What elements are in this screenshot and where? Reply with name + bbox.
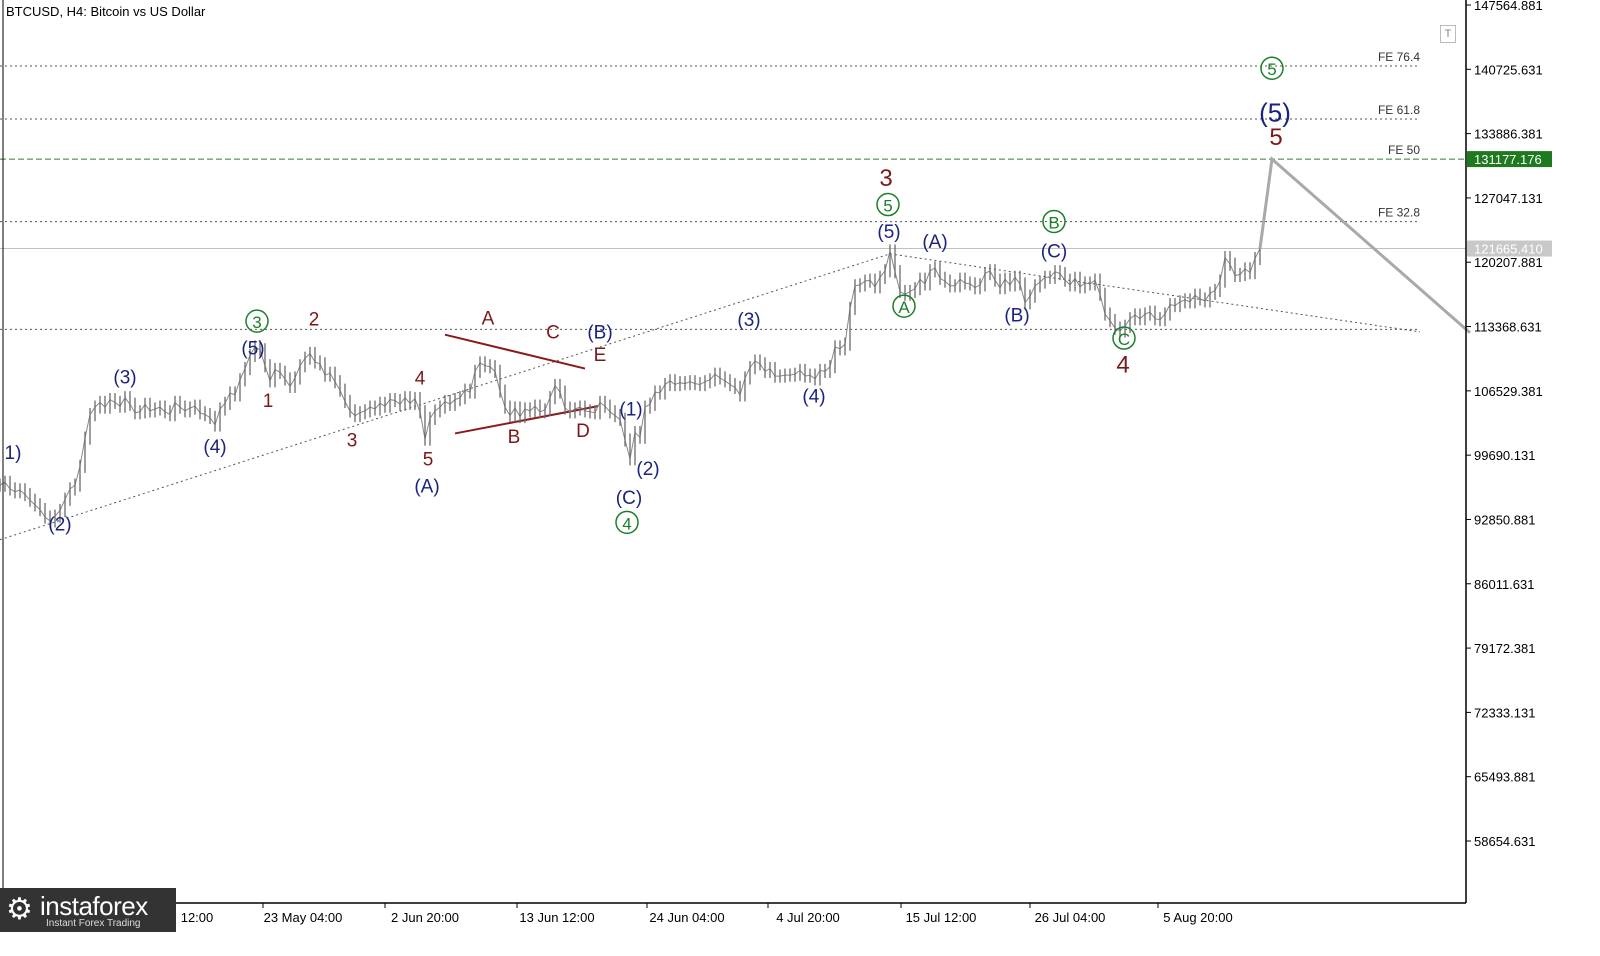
trade-toggle-button[interactable]: T [1440,25,1456,43]
current-price-badge: 121665.410 [1474,242,1543,257]
triangle-upper-line [444,333,586,370]
wave-label: 2 [309,309,320,330]
y-tick-label: 86011.631 [1474,577,1535,592]
wave-label: (B) [587,322,612,343]
wave-label: 3 [252,313,261,332]
wave-label: D [576,421,590,442]
x-tick-label: 2 Jun 20:00 [391,910,459,925]
y-tick-label: 127047.131 [1474,191,1543,206]
channel-upper-line [889,253,1421,333]
x-tick-label: 5 Aug 20:00 [1163,910,1232,925]
y-tick-label: 72333.131 [1474,705,1535,720]
current-price-badge-bg [1467,240,1552,257]
wave-label: 1 [263,391,274,412]
trendlines [0,253,1421,541]
wave-label: C [1118,330,1130,349]
wave-label: (3) [113,368,136,389]
price-line [0,248,1261,522]
y-tick-label: 65493.881 [1474,770,1535,785]
y-tick-label: 133886.381 [1474,127,1543,142]
wave-label: (A) [414,477,439,498]
wave-circle [1260,56,1284,80]
logo-tagline: Instant Forex Trading [46,918,141,929]
wave-label: A [482,308,495,329]
wave-label: (B) [1004,306,1029,327]
wave-label: 5 [423,449,434,470]
channel-lower-line [0,253,891,541]
wave-label: 5 [1267,60,1276,79]
x-tick-label: 23 May 04:00 [264,910,343,925]
wave-label: 3 [347,431,358,452]
level-label: FE 61.8 [1378,103,1420,117]
wave-label: (C) [1041,242,1067,263]
wave-label: (3) [737,310,760,331]
triangle-lower-line [454,405,599,435]
y-tick-label: 140725.631 [1474,62,1543,77]
wave-label: (4) [203,437,226,458]
wave-label: 4 [1116,351,1129,378]
y-tick-label: 113368.631 [1474,320,1542,335]
level-label: FE 32.8 [1378,206,1420,220]
price-bars [0,241,1261,528]
wave-label: (2) [636,459,659,480]
x-tick-label: 26 Jul 04:00 [1035,910,1106,925]
x-tick-label: 12:00 [181,910,214,925]
wave-circle [245,309,269,333]
y-tick-label: 92850.881 [1474,512,1535,527]
chart-title: BTCUSD, H4: Bitcoin vs US Dollar [6,4,206,19]
gear-icon: ⚙ [6,893,33,926]
wave-labels: 1)(2)(3)(4)(5)3 21345(A)ABCDE(B)(1)(2)(C)… [5,56,1291,535]
level-label: FE 50 [1388,143,1420,157]
wave-label: 3 [879,165,892,192]
y-tick-label: 147564.881 [1474,0,1543,13]
wave-label: (1) [619,400,642,421]
x-tick-label: 4 Jul 20:00 [776,910,840,925]
wave-label: 5 [883,197,892,216]
x-tick-label: 15 Jul 12:00 [906,910,977,925]
wave-label: (A) [922,232,947,253]
wave-circle [1112,326,1136,350]
wave-label: (C) [616,488,642,509]
wave-label: 4 [622,514,631,533]
wave-label: (5) [1259,97,1291,127]
fe50-price-badge-bg [1467,151,1552,168]
fibonacci-levels: FE 76.4 FE 61.8 FE 50 FE 32.8 [0,50,1466,330]
wave-label: A [898,298,910,317]
level-label: FE 76.4 [1378,50,1420,64]
y-tick-label: 106529.381 [1474,384,1543,399]
wave-label: (4) [802,386,825,407]
wave-label: C [546,322,560,343]
wave-label: (5) [877,222,900,243]
y-tick-label: 58654.631 [1474,834,1535,849]
fe50-price-badge: 131177.176 [1474,152,1542,167]
wave-label: E [594,345,607,366]
wave-circle [615,510,639,535]
wave-circle [876,192,900,217]
projection-line [1258,156,1471,334]
wave-label: 4 [415,369,426,390]
x-tick-label: 13 Jun 12:00 [519,910,594,925]
wave-label: B [508,427,521,448]
y-tick-label: 99690.131 [1474,448,1535,463]
y-tick-label: 79172.381 [1474,641,1535,656]
projection-path [1258,156,1471,334]
wave-circle [892,294,916,318]
x-tick-label: 24 Jun 04:00 [649,910,724,925]
axes: 147564.881 140725.631 133886.381 127047.131… [0,0,1552,925]
logo-brand: instaforex [40,891,148,921]
wave-label: 5 [1269,124,1282,151]
wave-label: 1) [5,443,22,464]
instaforex-logo: ⚙ instaforex Instant Forex Trading [0,888,176,932]
wave-label: (5) [241,338,264,359]
wave-label: (2) [48,514,71,535]
y-tick-label: 120207.881 [1474,255,1543,270]
wave-circle [1042,209,1066,234]
wave-label: B [1048,213,1059,232]
